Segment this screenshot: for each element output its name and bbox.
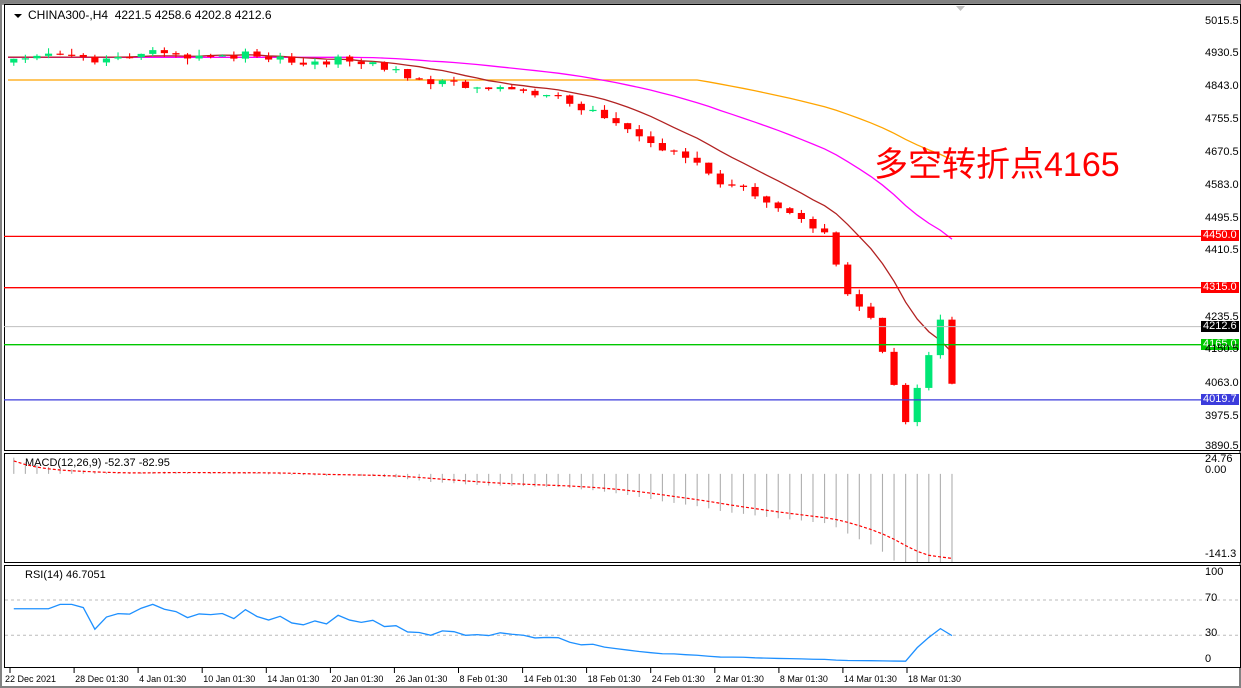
svg-text:多空转折点4165: 多空转折点4165 xyxy=(874,146,1120,184)
